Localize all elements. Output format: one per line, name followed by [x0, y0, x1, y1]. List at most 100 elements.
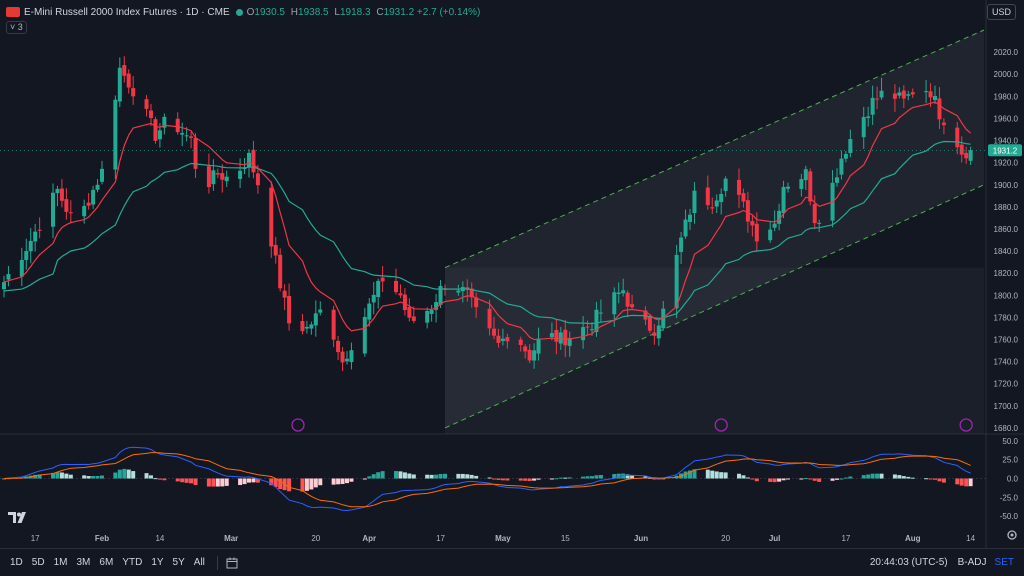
candle-down — [492, 328, 496, 336]
range-3m[interactable]: 3M — [76, 557, 91, 568]
candle-up — [581, 327, 586, 341]
price-tick-label: 1960.0 — [994, 114, 1019, 123]
macd-histogram-bar — [362, 478, 367, 480]
macd-histogram-bar — [309, 478, 314, 490]
macd-histogram-bar — [879, 473, 884, 479]
candle-down — [193, 137, 198, 169]
macd-histogram-bar — [688, 470, 692, 479]
macd-histogram-bar — [500, 478, 505, 481]
time-tick-label: Jul — [769, 534, 781, 543]
candle-up — [656, 325, 661, 339]
candle-up — [768, 229, 773, 241]
oscillator-tick-label: 0.0 — [1007, 475, 1019, 484]
candle-down — [331, 309, 336, 340]
candle-up — [425, 310, 430, 323]
macd-histogram-bar — [206, 478, 211, 487]
candle-down — [585, 326, 590, 328]
macd-histogram-bar — [193, 478, 198, 485]
candle-up — [371, 294, 376, 303]
candle-up — [211, 170, 216, 185]
macd-histogram-bar — [750, 478, 755, 480]
price-tick-label: 1800.0 — [994, 291, 1019, 300]
range-ytd[interactable]: YTD — [122, 557, 143, 568]
macd-histogram-bar — [523, 478, 528, 481]
candle-up — [238, 170, 243, 179]
macd-histogram-bar — [585, 476, 590, 479]
macd-histogram-bar — [830, 478, 835, 481]
candle-down — [652, 332, 657, 336]
back-adjust-toggle[interactable]: B-ADJ — [957, 557, 987, 568]
candle-down — [959, 144, 964, 155]
candle-down — [273, 244, 278, 256]
macd-histogram-bar — [652, 478, 657, 480]
last-price-label: 1931.2 — [993, 146, 1018, 155]
macd-histogram-bar — [714, 471, 719, 479]
range-1m[interactable]: 1M — [53, 557, 68, 568]
candle-down — [122, 65, 127, 76]
range-all[interactable]: All — [193, 557, 205, 568]
candle-up — [621, 290, 626, 294]
candle-down — [278, 254, 283, 289]
candle-up — [688, 214, 692, 223]
macd-histogram-bar — [59, 472, 64, 479]
candle-up — [870, 97, 875, 115]
currency-selector[interactable]: USD — [986, 4, 1016, 20]
clock[interactable]: 20:44:03 (UTC-5) — [869, 557, 948, 568]
range-1d[interactable]: 1D — [10, 557, 23, 568]
ohlc-values: O1930.5 H1938.5 L1918.3 C1931.2 +2.7 (+0… — [246, 6, 481, 18]
symbol-legend: E-Mini Russell 2000 Index Futures · 1D ·… — [6, 5, 483, 19]
candle-up — [28, 240, 33, 252]
range-5y[interactable]: 5Y — [172, 557, 185, 568]
macd-histogram-bar — [554, 478, 559, 480]
macd-histogram-bar — [848, 476, 853, 479]
macd-histogram-bar — [398, 471, 403, 479]
macd-histogram-bar — [630, 475, 635, 479]
macd-histogram-bar — [100, 475, 104, 479]
macd-histogram-bar — [64, 473, 69, 479]
candle-up — [786, 186, 790, 189]
event-marker-icon — [291, 418, 305, 432]
candle-up — [309, 324, 314, 329]
macd-histogram-bar — [367, 476, 372, 479]
range-5d[interactable]: 5D — [31, 557, 45, 568]
time-tick-label: Jun — [634, 534, 648, 543]
macd-histogram-bar — [224, 478, 229, 486]
candle-up — [777, 210, 782, 224]
candle-down — [64, 199, 69, 212]
indicators-toggle[interactable]: ˅ 3 — [6, 21, 27, 34]
candle-up — [532, 350, 537, 361]
macd-histogram-bar — [394, 471, 398, 479]
macd-histogram-bar — [964, 478, 969, 487]
oscillator-tick-label: 50.0 — [1002, 437, 1018, 446]
macd-histogram-bar — [144, 473, 149, 479]
macd-histogram-bar — [892, 474, 897, 479]
range-1y[interactable]: 1Y — [151, 557, 164, 568]
candle-up — [362, 316, 367, 354]
macd-histogram-bar — [211, 478, 216, 487]
macd-histogram-bar — [563, 477, 568, 479]
macd-histogram-bar — [772, 478, 777, 483]
macd-histogram-bar — [812, 478, 817, 481]
symbol-title[interactable]: E-Mini Russell 2000 Index Futures · 1D ·… — [24, 6, 230, 18]
macd-histogram-bar — [153, 478, 158, 480]
settlement-toggle[interactable]: SET — [994, 557, 1014, 568]
gear-icon[interactable] — [1006, 529, 1018, 541]
candle-up — [82, 205, 87, 217]
macd-histogram-bar — [808, 478, 813, 480]
macd-histogram-bar — [567, 477, 572, 479]
macd-histogram-bar — [549, 478, 554, 480]
price-tick-label: 1700.0 — [994, 402, 1019, 411]
macd-histogram-bar — [768, 478, 773, 482]
candle-down — [527, 349, 532, 361]
candle-down — [59, 188, 64, 201]
range-6m[interactable]: 6M — [99, 557, 114, 568]
macd-histogram-bar — [273, 478, 278, 487]
tradingview-logo-icon[interactable] — [8, 510, 30, 524]
macd-histogram-bar — [799, 478, 804, 480]
calendar-icon[interactable] — [226, 557, 238, 569]
macd-histogram-bar — [126, 469, 131, 479]
candle-up — [95, 184, 100, 190]
candle-up — [803, 169, 808, 181]
macd-histogram-bar — [558, 477, 563, 479]
